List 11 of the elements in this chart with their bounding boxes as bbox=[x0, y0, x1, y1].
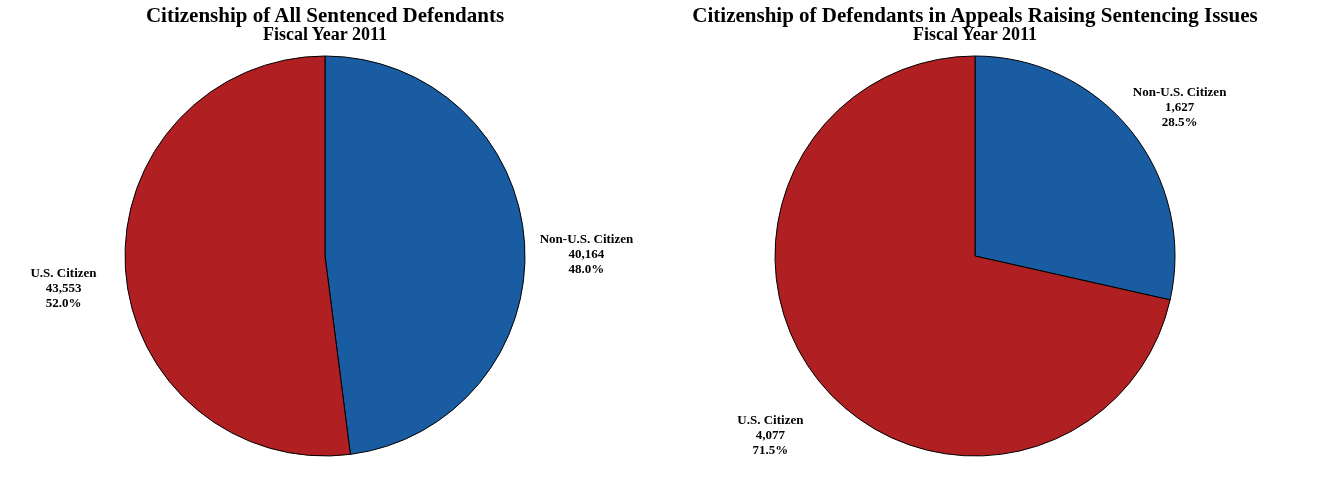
slice-label: Non-U.S. Citizen bbox=[1132, 84, 1228, 100]
slice-label: Non-U.S. Citizen bbox=[539, 231, 634, 247]
slice-label: U.S. Citizen bbox=[737, 411, 805, 427]
chart-title: Citizenship of Defendants in Appeals Raising Sentencing Issues bbox=[692, 3, 1258, 27]
data-label: 43,553 52.0% bbox=[45, 279, 82, 310]
slice-label: U.S. Citizen bbox=[30, 264, 98, 280]
chart-subtitle: Fiscal Year 2011 bbox=[263, 24, 387, 44]
data-label: 1,627 28.5% bbox=[1161, 99, 1198, 130]
data-label: 4,077 71.5% bbox=[752, 426, 789, 457]
data-label: 40,164 48.0% bbox=[568, 246, 605, 277]
chart-title: Citizenship of All Sentenced Defendants bbox=[145, 3, 505, 27]
